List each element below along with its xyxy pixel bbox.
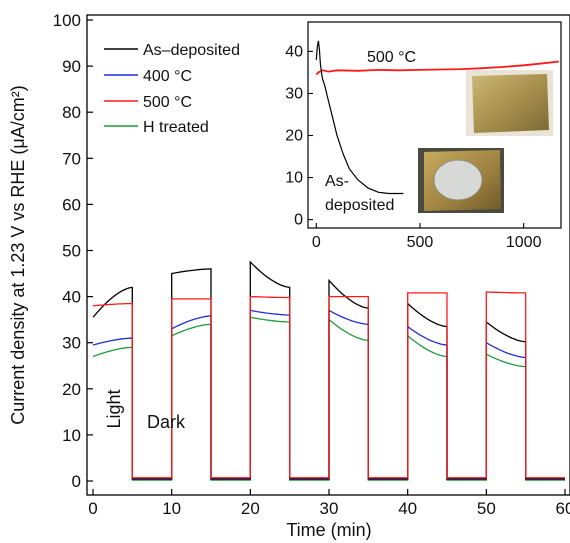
legend-label-400c: 400 °C <box>143 68 192 85</box>
inset-series-line-1 <box>315 40 404 195</box>
inset-y-tick-label-4: 40 <box>285 43 303 60</box>
annotation-dark: Dark <box>147 412 186 432</box>
main-x-tick-label-5: 50 <box>477 499 496 518</box>
main-series-line-2 <box>92 291 565 479</box>
main-x-tick-label-2: 20 <box>241 499 260 518</box>
inset-x-tick-label-1: 500 <box>407 234 434 251</box>
inset-annotation-500c: 500 °C <box>367 49 416 66</box>
inset-x-tick-label-2: 1000 <box>506 234 542 251</box>
main-x-tick-label-4: 40 <box>398 499 417 518</box>
main-y-axis-label: Current density at 1.23 V vs RHE (μA/cm²… <box>8 85 28 424</box>
main-y-tick-label-2: 20 <box>62 380 81 399</box>
main-x-tick-label-0: 0 <box>88 499 97 518</box>
sample-photo-as-deposited <box>418 148 504 213</box>
main-y-tick-label-3: 30 <box>62 334 81 353</box>
main-x-tick-label-3: 30 <box>320 499 339 518</box>
inset-series-line-0 <box>315 60 560 76</box>
inset-annotation-as: As- <box>325 173 349 190</box>
main-x-tick-label-1: 10 <box>162 499 181 518</box>
main-x-tick-label-6: 60 <box>556 499 570 518</box>
main-y-tick-label-1: 10 <box>62 426 81 445</box>
inset-y-tick-label-1: 10 <box>285 170 303 187</box>
main-y-tick-label-9: 90 <box>62 57 81 76</box>
main-y-tick-label-7: 70 <box>62 149 81 168</box>
inset-x-tick-label-0: 0 <box>312 234 321 251</box>
main-y-tick-label-6: 60 <box>62 195 81 214</box>
inset-series <box>315 40 560 195</box>
inset-y-tick-label-2: 20 <box>285 128 303 145</box>
legend-label-h-treated: H treated <box>143 119 209 136</box>
main-y-tick-label-8: 80 <box>62 103 81 122</box>
main-series <box>92 260 565 481</box>
main-x-axis-label: Time (min) <box>286 520 371 540</box>
legend-label-500c: 500 °C <box>143 94 192 111</box>
inset-annotation-deposited: deposited <box>325 197 394 214</box>
main-y-tick-label-0: 0 <box>72 472 81 491</box>
main-y-tick-label-5: 50 <box>62 242 81 261</box>
sample-photo-500c <box>466 70 553 136</box>
main-legend: As–deposited 400 °C 500 °C H treated <box>104 42 240 136</box>
inset-plot-frame <box>307 21 562 229</box>
inset-ticks: 0 10 20 30 40 0 500 1000 <box>285 43 541 251</box>
inset-y-tick-label-0: 0 <box>294 212 303 229</box>
main-y-tick-label-10: 100 <box>53 11 81 30</box>
inset-y-tick-label-3: 30 <box>285 85 303 102</box>
main-y-tick-label-4: 40 <box>62 288 81 307</box>
annotation-light: Light <box>104 389 124 428</box>
legend-label-as-deposited: As–deposited <box>143 42 240 59</box>
